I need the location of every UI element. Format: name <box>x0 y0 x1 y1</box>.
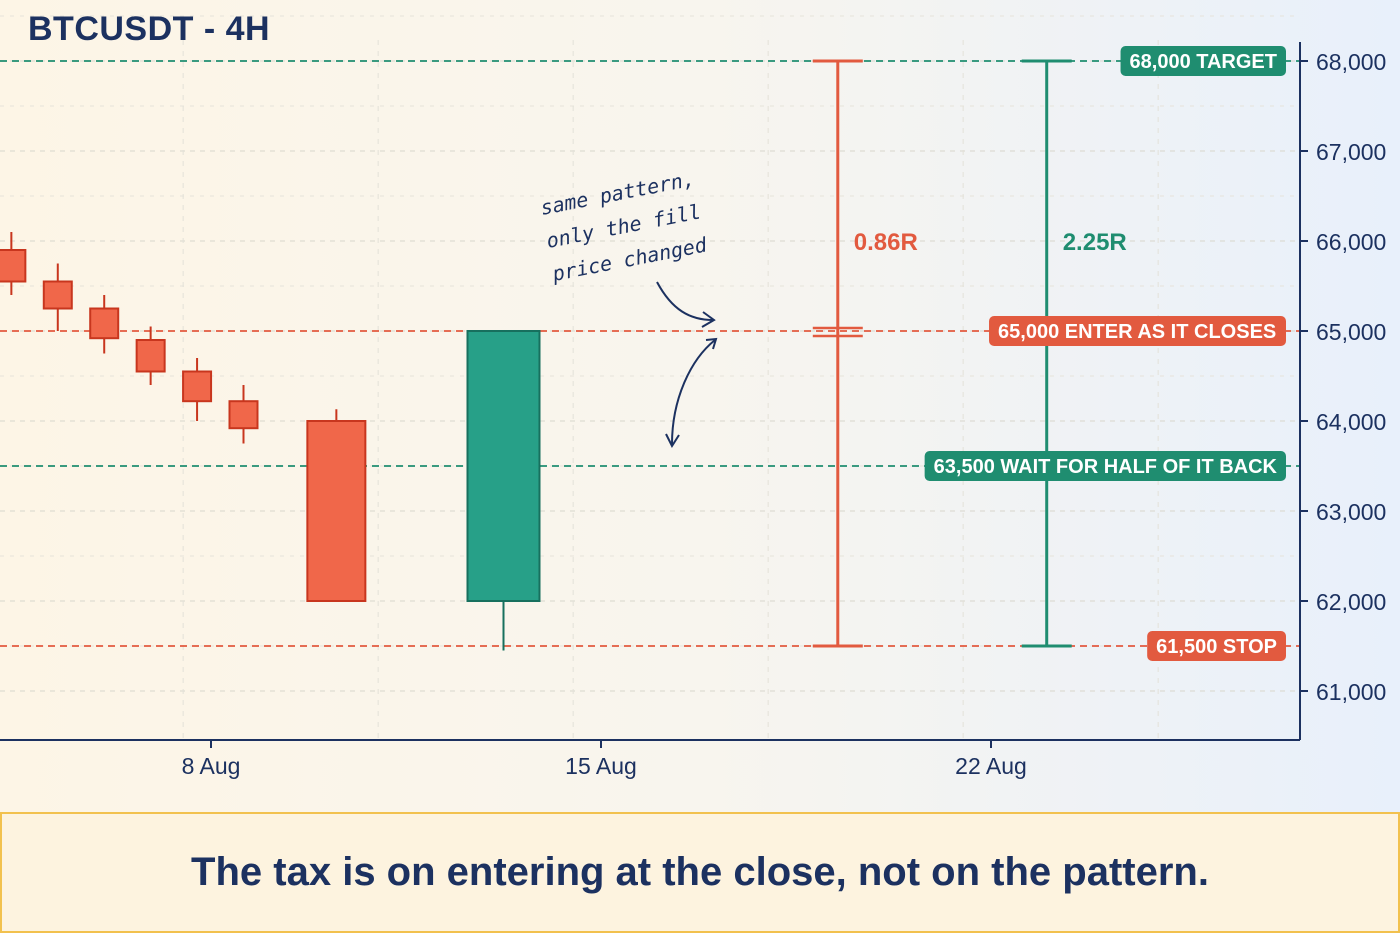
level-badge-label: 63,500 WAIT FOR HALF OF IT BACK <box>934 456 1278 478</box>
annotation-arrow <box>671 339 716 445</box>
level-badge <box>989 316 1286 346</box>
y-tick-label: 61,000 <box>1316 679 1386 705</box>
candles <box>0 232 541 651</box>
chart-title: BTCUSDT - 4H <box>28 10 271 48</box>
level-badge-label: 61,500 STOP <box>1156 636 1277 658</box>
candlestick-chart: 0.86R 2.25R 61,000 62,000 63,000 64,000 65,00… <box>0 15 1386 779</box>
bear-candle <box>0 249 27 283</box>
y-tick-label: 62,000 <box>1316 589 1386 615</box>
level-badge <box>1147 631 1286 661</box>
risk-reward-bars: 0.86R 2.25R <box>812 59 1127 648</box>
y-tick-label: 63,000 <box>1316 499 1386 525</box>
annotation-arrowhead <box>701 311 716 328</box>
axes: 61,000 62,000 63,000 64,000 65,000 66,000 67,0… <box>0 42 1386 779</box>
y-tick-label: 67,000 <box>1316 139 1386 165</box>
rr-label: 0.86R <box>854 229 918 256</box>
bear-candle <box>42 280 73 310</box>
bear-candle <box>306 420 367 602</box>
price-levels <box>0 60 1300 647</box>
y-tick-label: 64,000 <box>1316 409 1386 435</box>
caption-text: The tax is on entering at the close, not… <box>191 850 1209 894</box>
level-badge-label: 68,000 TARGET <box>1130 51 1277 73</box>
rr-label: 2.25R <box>1063 229 1127 256</box>
bull-candle <box>466 330 541 602</box>
y-tick-label: 68,000 <box>1316 49 1386 75</box>
annotation-arrowhead <box>705 337 718 350</box>
bear-candle <box>228 400 259 430</box>
level-badge <box>924 451 1286 481</box>
annotation-arrow <box>656 281 714 321</box>
x-tick-label: 8 Aug <box>182 753 241 779</box>
caption-box: The tax is on entering at the close, not… <box>0 812 1400 933</box>
y-tick-label: 66,000 <box>1316 229 1386 255</box>
x-tick-label: 22 Aug <box>955 753 1027 779</box>
bear-candle <box>89 307 120 340</box>
level-badges: 68,000 TARGET 65,000 ENTER AS IT CLOSES 63… <box>924 46 1286 661</box>
bear-candle <box>182 370 213 403</box>
bear-candle <box>135 339 166 373</box>
level-badge <box>1120 46 1286 76</box>
level-badge-label: 65,000 ENTER AS IT CLOSES <box>998 321 1276 343</box>
annotation-arrowhead <box>665 433 680 449</box>
x-tick-label: 15 Aug <box>565 753 637 779</box>
y-tick-label: 65,000 <box>1316 319 1386 345</box>
